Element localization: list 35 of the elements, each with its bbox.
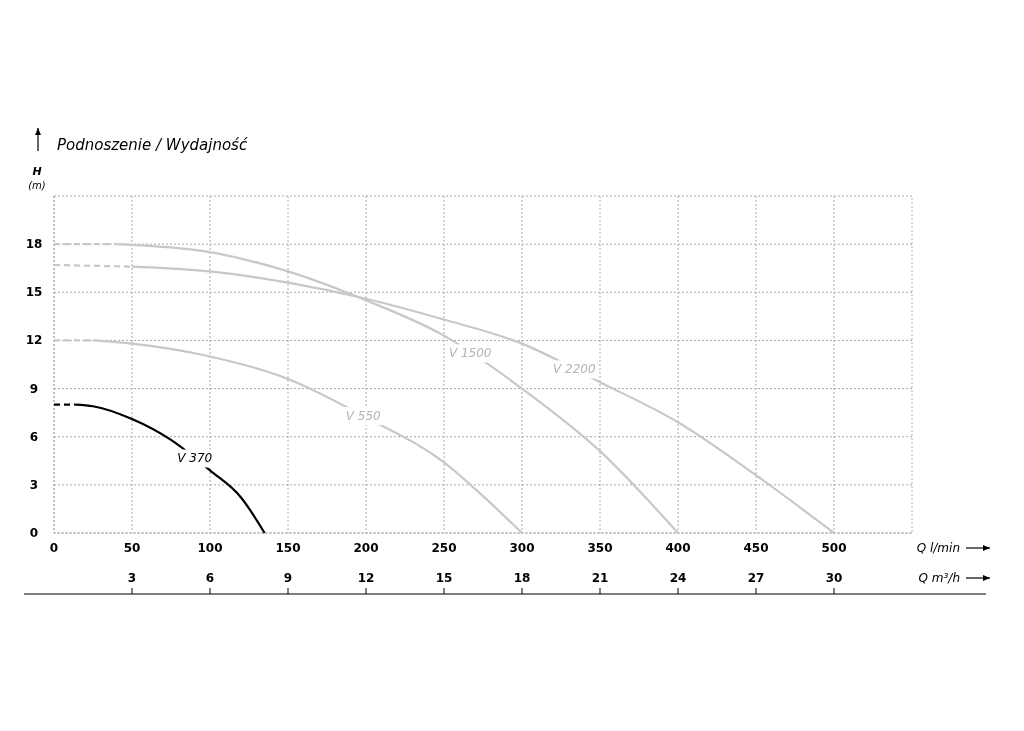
y-tick-label: 6	[29, 429, 39, 444]
x-tick-label: 350	[587, 541, 613, 555]
y-tick-label: 12	[25, 333, 43, 348]
y-axis-title: H (m)	[28, 165, 46, 191]
x2-tick-label: 27	[747, 571, 765, 585]
x-tick-label: 50	[123, 541, 141, 555]
x-tick-label: 200	[353, 541, 379, 555]
x2-tick-label: 9	[283, 571, 293, 585]
x2-tick-label: 6	[205, 571, 215, 585]
series-label: V 370	[177, 451, 213, 466]
x2-tick-label: 30	[825, 571, 843, 585]
y-tick-label: 0	[29, 526, 39, 540]
series-label: V 1500	[448, 346, 492, 361]
x2-tick-label: 18	[513, 571, 531, 585]
x-tick-label: 100	[197, 541, 223, 555]
x-tick-label: 150	[275, 541, 301, 555]
x2-tick-label: 12	[357, 571, 375, 585]
x-tick-label: 0	[49, 541, 59, 555]
x-tick-label: 450	[743, 541, 769, 555]
x-tick-label: 500	[821, 541, 847, 555]
x-tick-label: 300	[509, 541, 535, 555]
x2-tick-label: 15	[435, 571, 453, 585]
x2-tick-label: 3	[127, 571, 137, 585]
x2-tick-label: 21	[591, 571, 609, 585]
chart-title: Podnoszenie / Wydajność	[57, 136, 248, 154]
y-tick-label: 18	[25, 237, 43, 252]
y-tick-label: 9	[29, 381, 39, 396]
x-axis-title: Q l/min	[916, 541, 960, 555]
y-tick-label: 3	[29, 477, 39, 492]
x-tick-label: 250	[431, 541, 457, 555]
y-tick-label: 15	[25, 285, 43, 300]
x-tick-label: 400	[665, 541, 691, 555]
series-label: V 2200	[552, 362, 596, 377]
x2-axis-title: Q m³/h	[918, 571, 960, 585]
x2-tick-label: 24	[669, 571, 687, 585]
